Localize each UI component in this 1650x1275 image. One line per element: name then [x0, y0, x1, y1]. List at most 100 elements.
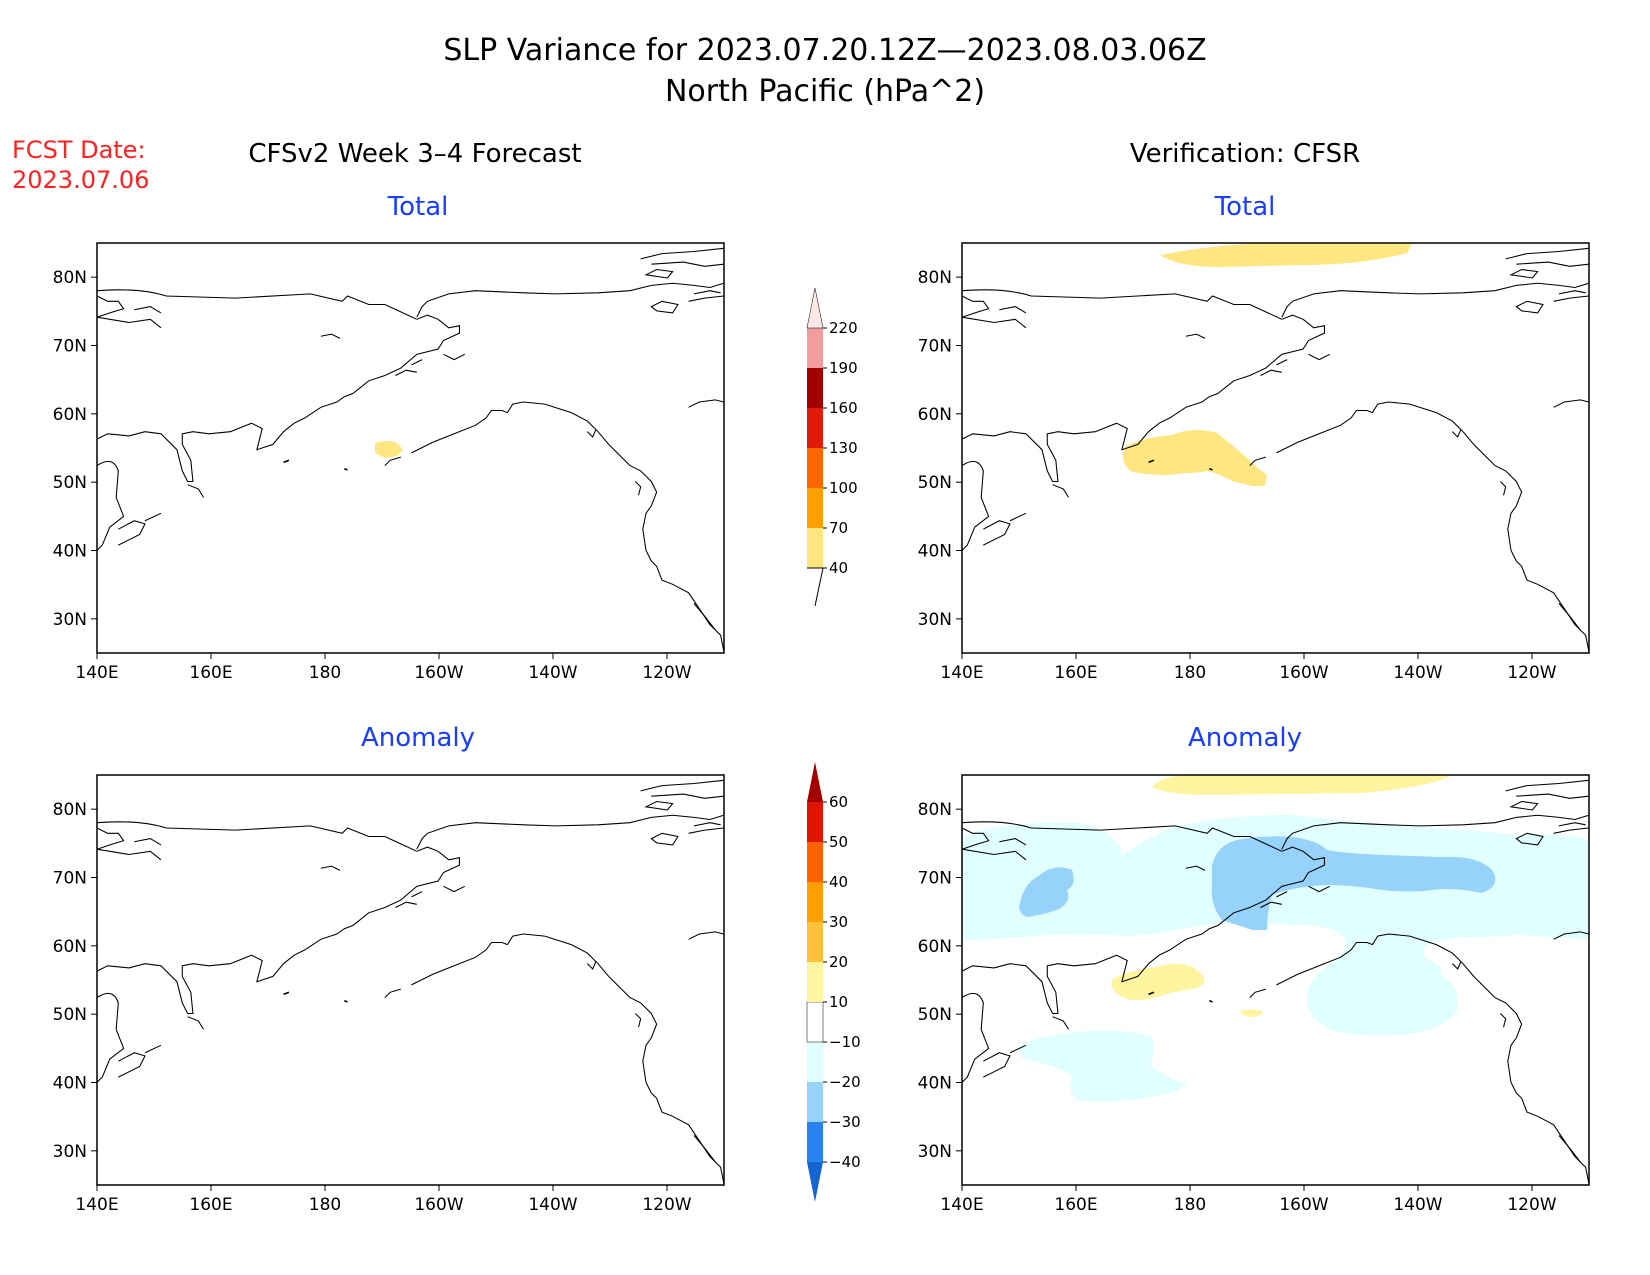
lon-tick-label: 160W — [414, 663, 463, 683]
colorbar-total-swatch — [807, 368, 823, 408]
lat-tick-label: 80N — [918, 268, 952, 288]
colorbar-total: 40 70 100 130 160 190 220 — [806, 287, 858, 607]
colorbar-total-label: 220 — [829, 319, 858, 337]
lon-tick-label: 140E — [940, 1195, 983, 1215]
lat-tick-label: 60N — [918, 405, 952, 425]
colorbar-anomaly-swatch — [807, 922, 823, 962]
shade-cfsr-anom-neg-siberia — [1019, 867, 1074, 917]
shade-fcst-total-bering — [375, 441, 403, 458]
shade-cfsr-total-bering — [1122, 429, 1267, 486]
shade-cfsr-anom-pos-bering — [1111, 963, 1205, 1000]
lon-tick-label: 120W — [1507, 663, 1556, 683]
lat-tick-label: 30N — [53, 1142, 87, 1162]
lon-tick-label: 120W — [642, 1195, 691, 1215]
figure-title: SLP Variance for 2023.07.20.12Z—2023.08.… — [443, 33, 1206, 68]
column-title-left: CFSv2 Week 3–4 Forecast — [248, 139, 581, 169]
colorbar-anomaly-label: 10 — [829, 993, 848, 1011]
lat-tick-label: 60N — [53, 937, 87, 957]
colorbar-total-swatch — [807, 488, 823, 528]
lat-tick-label: 70N — [918, 869, 952, 889]
panel-title-fcst-anom: Anomaly — [361, 723, 475, 753]
lon-tick-label: 180 — [1174, 1195, 1206, 1215]
colorbar-anomaly-swatch — [807, 962, 823, 1002]
lon-tick-label: 140E — [75, 663, 118, 683]
lat-tick-label: 80N — [53, 268, 87, 288]
colorbar-anomaly-label: −20 — [829, 1073, 861, 1091]
lon-tick-label: 160E — [189, 1195, 232, 1215]
panel-title-fcst-total: Total — [387, 192, 449, 222]
colorbar-anomaly-swatch — [807, 802, 823, 842]
lon-tick-label: 140E — [940, 663, 983, 683]
lon-tick-label: 120W — [1507, 1195, 1556, 1215]
lon-tick-label: 160E — [189, 663, 232, 683]
lon-tick-label: 120W — [642, 663, 691, 683]
lon-tick-label: 160W — [1279, 1195, 1328, 1215]
shade-cfsr-total-arctic — [1160, 243, 1412, 267]
figure-subtitle: North Pacific (hPa^2) — [665, 74, 985, 109]
column-title-right: Verification: CFSR — [1130, 139, 1360, 169]
colorbar-anomaly: −40 −30 −20 −10 10 20 30 40 50 60 — [806, 762, 861, 1202]
lat-tick-label: 50N — [918, 1005, 952, 1025]
colorbar-total-label: 160 — [829, 399, 858, 417]
lat-tick-label: 80N — [53, 800, 87, 820]
lon-tick-label: 160E — [1054, 1195, 1097, 1215]
colorbar-total-label: 70 — [829, 519, 848, 537]
lon-tick-label: 140W — [1393, 1195, 1442, 1215]
lat-tick-label: 30N — [918, 610, 952, 630]
lat-tick-label: 40N — [53, 542, 87, 562]
fcst-date-label: FCST Date: — [12, 136, 146, 164]
colorbar-total-label: 100 — [829, 479, 858, 497]
colorbar-anomaly-label: 50 — [829, 833, 848, 851]
lon-tick-label: 180 — [309, 1195, 341, 1215]
colorbar-total-lower-arrow — [807, 567, 824, 607]
colorbar-anomaly-swatch — [807, 762, 823, 802]
lon-tick-label: 180 — [309, 663, 341, 683]
colorbar-anomaly-label: 30 — [829, 913, 848, 931]
lat-tick-label: 60N — [53, 405, 87, 425]
map-panel-fcst-anom — [96, 774, 725, 1186]
colorbar-anomaly-label: 40 — [829, 873, 848, 891]
colorbar-total-swatch — [807, 448, 823, 488]
lon-tick-label: 160W — [414, 1195, 463, 1215]
lon-tick-label: 160W — [1279, 663, 1328, 683]
lat-tick-label: 40N — [918, 542, 952, 562]
colorbar-anomaly-label: −40 — [829, 1153, 861, 1171]
lon-tick-label: 140W — [528, 1195, 577, 1215]
shade-cfsr-anom-pos-small — [1240, 1009, 1263, 1017]
colorbar-anomaly-swatch — [807, 1162, 823, 1202]
colorbar-total-label: 130 — [829, 439, 858, 457]
lat-tick-label: 70N — [918, 337, 952, 357]
colorbar-total-swatch — [807, 328, 823, 368]
panel-title-cfsr-total: Total — [1214, 192, 1276, 222]
shade-cfsr-anom-neg-chukchi — [1211, 836, 1496, 930]
lat-tick-label: 30N — [53, 610, 87, 630]
lat-tick-label: 60N — [918, 937, 952, 957]
colorbar-anomaly-swatch — [807, 1082, 823, 1122]
lat-tick-label: 50N — [918, 473, 952, 493]
lat-tick-label: 70N — [53, 337, 87, 357]
lon-tick-label: 160E — [1054, 663, 1097, 683]
colorbar-anomaly-swatch — [807, 1122, 823, 1162]
colorbar-total-label: 40 — [829, 559, 848, 577]
colorbar-anomaly-swatch — [807, 842, 823, 882]
lat-tick-label: 40N — [918, 1074, 952, 1094]
colorbar-anomaly-swatch — [806, 1001, 824, 1043]
colorbar-anomaly-label: 20 — [829, 953, 848, 971]
panel-title-cfsr-anom: Anomaly — [1188, 723, 1302, 753]
colorbar-anomaly-label: 60 — [829, 793, 848, 811]
lon-tick-label: 140W — [1393, 663, 1442, 683]
fcst-date-value: 2023.07.06 — [12, 166, 149, 194]
colorbar-total-swatch — [806, 287, 824, 329]
colorbar-total-swatch — [807, 408, 823, 448]
lat-tick-label: 80N — [918, 800, 952, 820]
lat-tick-label: 50N — [53, 473, 87, 493]
map-panel-cfsr-total — [961, 242, 1590, 654]
colorbar-anomaly-label: −30 — [829, 1113, 861, 1131]
lon-tick-label: 140E — [75, 1195, 118, 1215]
lat-tick-label: 50N — [53, 1005, 87, 1025]
lat-tick-label: 40N — [53, 1074, 87, 1094]
colorbar-anomaly-swatch — [807, 1042, 823, 1082]
lat-tick-label: 30N — [918, 1142, 952, 1162]
colorbar-anomaly-label: −10 — [829, 1033, 861, 1051]
